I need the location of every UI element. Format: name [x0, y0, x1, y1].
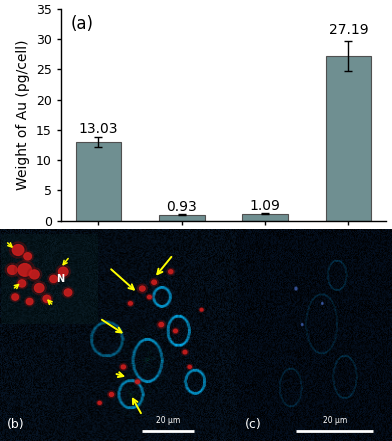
- Circle shape: [108, 391, 115, 398]
- Text: 0.93: 0.93: [167, 200, 197, 214]
- Circle shape: [18, 264, 31, 276]
- Circle shape: [301, 324, 303, 325]
- Circle shape: [187, 364, 193, 370]
- Circle shape: [295, 287, 297, 290]
- Circle shape: [27, 268, 42, 281]
- Text: (a): (a): [71, 15, 94, 33]
- X-axis label: Particle size: Particle size: [174, 248, 273, 266]
- Text: (b): (b): [7, 419, 25, 431]
- Circle shape: [50, 275, 58, 283]
- Circle shape: [9, 242, 27, 258]
- Text: N: N: [56, 274, 64, 284]
- Circle shape: [200, 309, 203, 311]
- Circle shape: [181, 349, 189, 355]
- Circle shape: [169, 270, 173, 273]
- Circle shape: [157, 321, 165, 329]
- Text: (c): (c): [245, 419, 261, 431]
- Circle shape: [174, 329, 178, 333]
- Circle shape: [152, 280, 156, 284]
- Circle shape: [120, 363, 127, 370]
- Circle shape: [172, 328, 179, 334]
- Circle shape: [321, 303, 323, 304]
- Circle shape: [150, 278, 158, 286]
- Text: 13.03: 13.03: [79, 122, 118, 136]
- Circle shape: [43, 295, 51, 303]
- Bar: [76, 142, 122, 220]
- Text: 20 μm: 20 μm: [156, 416, 180, 425]
- Circle shape: [137, 284, 147, 293]
- Circle shape: [26, 299, 33, 305]
- Circle shape: [188, 366, 191, 368]
- Circle shape: [34, 284, 44, 292]
- Text: 20 μm: 20 μm: [323, 416, 347, 425]
- Text: 1.09: 1.09: [250, 199, 281, 213]
- Bar: [242, 214, 288, 220]
- Circle shape: [127, 300, 134, 306]
- Circle shape: [29, 270, 39, 279]
- Circle shape: [134, 379, 141, 385]
- Circle shape: [16, 278, 28, 289]
- Bar: [325, 56, 371, 220]
- Circle shape: [140, 286, 145, 291]
- Circle shape: [12, 294, 18, 300]
- Circle shape: [24, 253, 31, 260]
- Circle shape: [183, 351, 187, 354]
- Circle shape: [167, 268, 174, 275]
- Circle shape: [41, 293, 53, 304]
- Circle shape: [15, 260, 35, 280]
- Circle shape: [22, 251, 33, 262]
- Circle shape: [146, 294, 153, 300]
- Circle shape: [159, 322, 163, 327]
- Y-axis label: Weight of Au (pg/cell): Weight of Au (pg/cell): [16, 39, 30, 190]
- Circle shape: [136, 380, 140, 383]
- Circle shape: [48, 273, 59, 284]
- Circle shape: [199, 307, 204, 312]
- Circle shape: [32, 281, 46, 295]
- Circle shape: [18, 280, 26, 287]
- Circle shape: [5, 263, 20, 277]
- Circle shape: [121, 365, 125, 369]
- Circle shape: [12, 245, 24, 255]
- Circle shape: [25, 297, 34, 306]
- Circle shape: [96, 400, 103, 406]
- Circle shape: [129, 302, 132, 305]
- Circle shape: [58, 267, 68, 276]
- Circle shape: [7, 265, 17, 274]
- Circle shape: [109, 392, 114, 396]
- Circle shape: [98, 401, 101, 404]
- Circle shape: [10, 292, 20, 302]
- Text: 27.19: 27.19: [328, 22, 368, 37]
- Circle shape: [147, 295, 151, 299]
- Bar: [159, 215, 205, 220]
- Circle shape: [56, 265, 71, 278]
- Circle shape: [64, 289, 72, 296]
- Circle shape: [62, 287, 74, 298]
